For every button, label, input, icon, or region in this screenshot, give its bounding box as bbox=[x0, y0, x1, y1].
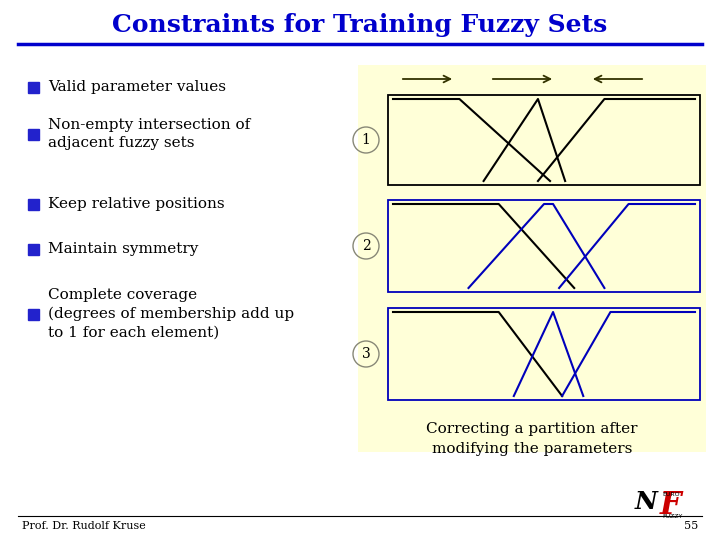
Text: 3: 3 bbox=[361, 347, 370, 361]
Bar bbox=[28, 199, 39, 210]
Text: Non-empty intersection of
adjacent fuzzy sets: Non-empty intersection of adjacent fuzzy… bbox=[48, 118, 251, 150]
Text: 55: 55 bbox=[684, 521, 698, 531]
Text: Prof. Dr. Rudolf Kruse: Prof. Dr. Rudolf Kruse bbox=[22, 521, 145, 531]
Text: Constraints for Training Fuzzy Sets: Constraints for Training Fuzzy Sets bbox=[112, 13, 608, 37]
Bar bbox=[388, 200, 700, 292]
Text: Correcting a partition after
modifying the parameters: Correcting a partition after modifying t… bbox=[426, 422, 638, 456]
Bar bbox=[28, 309, 39, 320]
Bar bbox=[388, 95, 700, 185]
Text: FUZZY: FUZZY bbox=[662, 514, 683, 518]
Bar bbox=[28, 82, 39, 93]
Text: EURO: EURO bbox=[662, 491, 680, 496]
Bar bbox=[28, 244, 39, 255]
Text: Valid parameter values: Valid parameter values bbox=[48, 80, 226, 94]
Text: Complete coverage
(degrees of membership add up
to 1 for each element): Complete coverage (degrees of membership… bbox=[48, 288, 294, 340]
Bar bbox=[358, 65, 706, 452]
Text: Maintain symmetry: Maintain symmetry bbox=[48, 242, 199, 256]
Text: N: N bbox=[635, 490, 658, 514]
Text: 1: 1 bbox=[361, 133, 370, 147]
Bar bbox=[28, 129, 39, 140]
Text: 2: 2 bbox=[361, 239, 370, 253]
Text: Keep relative positions: Keep relative positions bbox=[48, 197, 225, 211]
Bar bbox=[388, 308, 700, 400]
Text: F: F bbox=[660, 490, 682, 522]
